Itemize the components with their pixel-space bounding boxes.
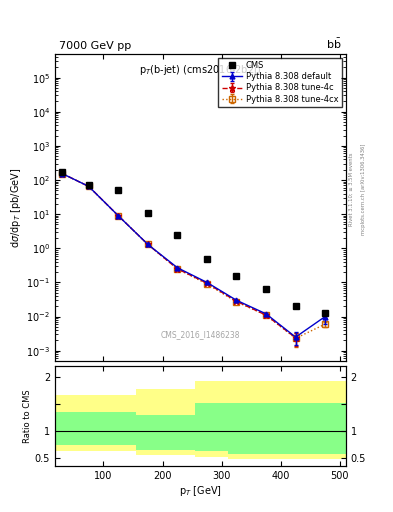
CMS <box>293 303 298 309</box>
Bar <box>287 380 346 459</box>
X-axis label: p$_T$ [GeV]: p$_T$ [GeV] <box>179 483 222 498</box>
CMS <box>86 182 91 188</box>
CMS <box>205 255 209 262</box>
CMS <box>234 273 239 280</box>
Bar <box>136 415 195 450</box>
Text: CMS_2016_I1486238: CMS_2016_I1486238 <box>161 330 240 339</box>
Bar <box>195 403 228 452</box>
Bar <box>287 403 346 454</box>
CMS <box>264 286 268 292</box>
CMS <box>116 187 121 194</box>
Legend: CMS, Pythia 8.308 default, Pythia 8.308 tune-4c, Pythia 8.308 tune-4cx: CMS, Pythia 8.308 default, Pythia 8.308 … <box>218 58 342 107</box>
Bar <box>77 395 136 452</box>
Bar <box>228 403 287 454</box>
Text: mcplots.cern.ch [arXiv:1306.3436]: mcplots.cern.ch [arXiv:1306.3436] <box>361 144 366 235</box>
Bar <box>195 380 228 457</box>
Bar <box>55 395 77 452</box>
Text: 7000 GeV pp: 7000 GeV pp <box>59 41 131 51</box>
CMS <box>175 231 180 238</box>
Text: p$_T$(b-jet) (cms2016-2b2j): p$_T$(b-jet) (cms2016-2b2j) <box>140 63 261 77</box>
Bar <box>136 389 195 455</box>
Bar <box>55 412 77 445</box>
CMS <box>145 210 150 216</box>
Bar <box>77 412 136 445</box>
Y-axis label: d$\sigma$/dp$_T$ [pb/GeV]: d$\sigma$/dp$_T$ [pb/GeV] <box>9 167 24 248</box>
CMS <box>323 310 327 316</box>
Line: CMS: CMS <box>59 168 329 316</box>
Bar <box>228 380 287 459</box>
Text: b$\bar{\mathrm{b}}$: b$\bar{\mathrm{b}}$ <box>327 37 342 51</box>
Text: Rivet 3.1.10; ≥ 3.5M events: Rivet 3.1.10; ≥ 3.5M events <box>349 153 354 226</box>
Y-axis label: Ratio to CMS: Ratio to CMS <box>23 389 32 443</box>
CMS <box>60 169 64 175</box>
